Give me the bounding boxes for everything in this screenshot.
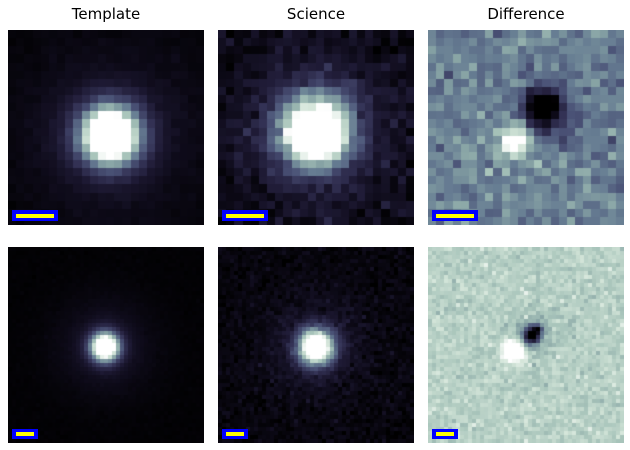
panel-difference-row2 xyxy=(428,247,624,443)
scale-bar-fill xyxy=(16,432,34,436)
scale-bar-fill xyxy=(16,213,54,218)
panel-difference-row1 xyxy=(428,30,624,225)
scale-bar xyxy=(432,210,478,221)
scale-bar-fill xyxy=(226,432,244,436)
difference-image-row1 xyxy=(428,30,624,225)
science-image-row1 xyxy=(218,30,414,225)
scale-bar-fill xyxy=(226,213,264,218)
scale-bar-fill xyxy=(436,432,454,436)
template-image-row2 xyxy=(8,247,204,443)
science-image-row2 xyxy=(218,247,414,443)
column-title-template: Template xyxy=(71,5,141,23)
panel-science-row1 xyxy=(218,30,414,225)
difference-image-row2 xyxy=(428,247,624,443)
scale-bar xyxy=(222,429,248,439)
scale-bar xyxy=(12,429,38,439)
template-image-row1 xyxy=(8,30,204,225)
panel-template-row1 xyxy=(8,30,204,225)
panel-template-row2 xyxy=(8,247,204,443)
scale-bar xyxy=(12,210,58,221)
scale-bar-fill xyxy=(436,213,474,218)
column-title-science: Science xyxy=(286,5,346,23)
panel-science-row2 xyxy=(218,247,414,443)
scale-bar xyxy=(222,210,268,221)
scale-bar xyxy=(432,429,458,439)
column-title-difference: Difference xyxy=(487,5,565,23)
